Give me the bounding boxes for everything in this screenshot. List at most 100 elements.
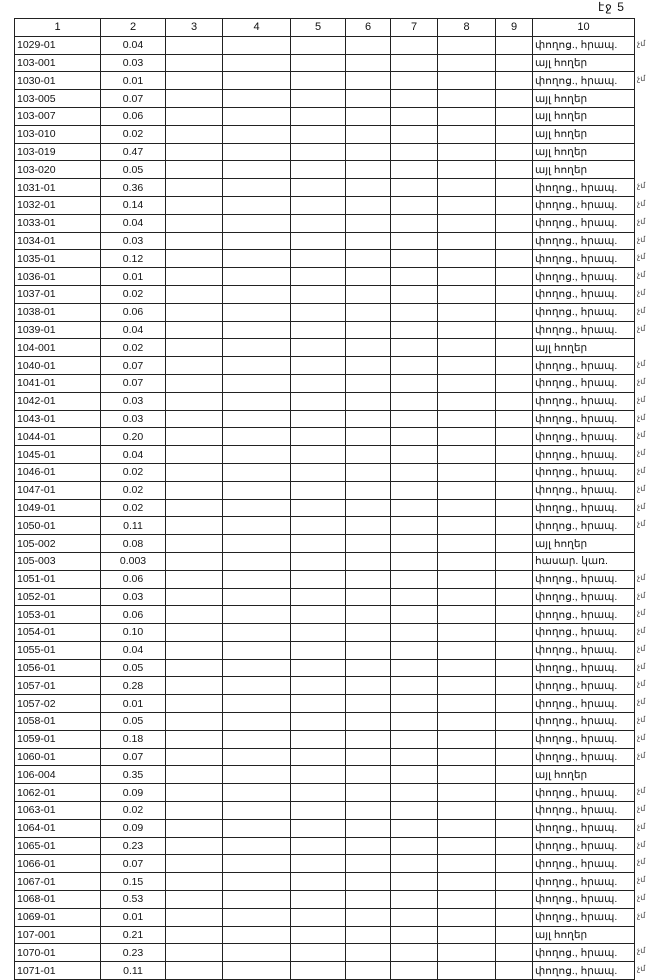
column-header-7: 7 [390,18,438,37]
land-use-cell: փողոց., հրապ. չմ [532,640,645,660]
empty-cell [290,605,346,625]
empty-cell [495,783,533,803]
parcel-code: 1052-01 [14,587,101,607]
empty-cell [437,124,496,144]
empty-cell [165,818,223,838]
area-value: 0.04 [100,213,166,233]
land-use: փողոց., հրապ. [535,911,618,924]
empty-cell [390,623,438,642]
empty-cell [290,427,346,447]
table-row: 1041-01 0.07 փողոց., հրապ. չմ [14,373,645,393]
parcel-code: 1044-01 [14,427,101,447]
empty-cell [437,71,496,91]
table-row: 1066-01 0.07 փողոց., հրապ. չմ [14,854,645,874]
empty-cell [345,801,391,820]
land-use: փողոց., հրապ. [535,74,618,87]
margin-mark: չմ [637,38,646,48]
empty-cell [222,569,291,589]
parcel-code: 1071-01 [14,961,101,980]
table-row: 1037-01 0.02 փողոց., հրապ. չմ [14,284,645,304]
land-use: փողոց., հրապ. [535,608,618,621]
empty-cell [165,836,223,856]
empty-cell [437,498,496,518]
empty-cell [165,356,223,375]
empty-cell [345,783,391,803]
empty-cell [437,462,496,482]
margin-mark: չմ [637,287,646,297]
parcel-code: 1031-01 [14,178,101,197]
empty-cell [290,676,346,696]
empty-cell [345,409,391,429]
empty-cell [390,249,438,269]
table-row: 1064-01 0.09 փողոց., հրապ. չմ [14,818,645,838]
parcel-code: 1065-01 [14,836,101,856]
empty-cell [165,427,223,447]
land-use-cell: փողոց., հրապ. չմ [532,712,645,731]
column-header-2: 2 [100,18,166,37]
empty-cell [345,338,391,358]
empty-cell [165,623,223,642]
empty-cell [437,676,496,696]
empty-cell [222,605,291,625]
table-row: 1033-01 0.04 փողոց., հրապ. չմ [14,213,645,233]
empty-cell [495,302,533,322]
empty-cell [345,480,391,500]
land-use: այլ հողեր [535,341,588,354]
parcel-code: 105-003 [14,551,101,571]
empty-cell [222,765,291,785]
parcel-code: 1067-01 [14,872,101,892]
land-use-cell: փողոց., հրապ. չմ [532,231,645,251]
margin-mark: չմ [637,305,646,315]
land-use-cell: փողոց., հրապ. չմ [532,516,645,536]
empty-cell [222,658,291,678]
empty-cell [222,284,291,304]
empty-cell [290,961,346,980]
empty-cell [437,320,496,340]
empty-cell [290,106,346,126]
empty-cell [495,765,533,785]
parcel-code: 105-002 [14,534,101,553]
empty-cell [495,712,533,731]
table-row: 103-007 0.06 այլ հողեր [14,106,635,126]
empty-cell [222,498,291,518]
area-value: 0.04 [100,320,166,340]
empty-cell [345,605,391,625]
empty-cell [437,783,496,803]
empty-cell [290,872,346,892]
area-value: 0.01 [100,71,166,91]
table-row: 1034-01 0.03 փողոց., հրապ. չմ [14,231,645,251]
area-value: 0.07 [100,373,166,393]
empty-cell [222,178,291,197]
empty-cell [222,213,291,233]
table-row: 103-001 0.03 այլ հողեր [14,53,635,73]
empty-cell [165,747,223,767]
empty-cell [390,925,438,945]
empty-cell [290,231,346,251]
area-value: 0.04 [100,35,166,55]
area-value: 0.21 [100,925,166,945]
empty-cell [390,302,438,322]
empty-cell [165,53,223,73]
land-use-cell: փողոց., հրապ. չմ [532,694,645,714]
empty-cell [437,890,496,909]
area-value: 0.09 [100,818,166,838]
table-row: 1062-01 0.09 փողոց., հրապ. չմ [14,783,645,803]
empty-cell [495,142,533,162]
area-value: 0.02 [100,284,166,304]
empty-cell [437,35,496,55]
empty-cell [390,142,438,162]
empty-cell [390,534,438,553]
parcel-code: 1046-01 [14,462,101,482]
empty-cell [390,89,438,108]
empty-cell [290,391,346,411]
empty-cell [390,569,438,589]
land-use: փողոց., հրապ. [535,822,618,835]
empty-cell [437,302,496,322]
empty-cell [290,124,346,144]
margin-mark: չմ [637,74,646,84]
land-use-cell: փողոց., հրապ. չմ [532,890,645,909]
table-row: 1052-01 0.03 փողոց., հրապ. չմ [14,587,645,607]
empty-cell [495,409,533,429]
land-use: այլ հողեր [535,110,588,123]
area-value: 0.03 [100,231,166,251]
